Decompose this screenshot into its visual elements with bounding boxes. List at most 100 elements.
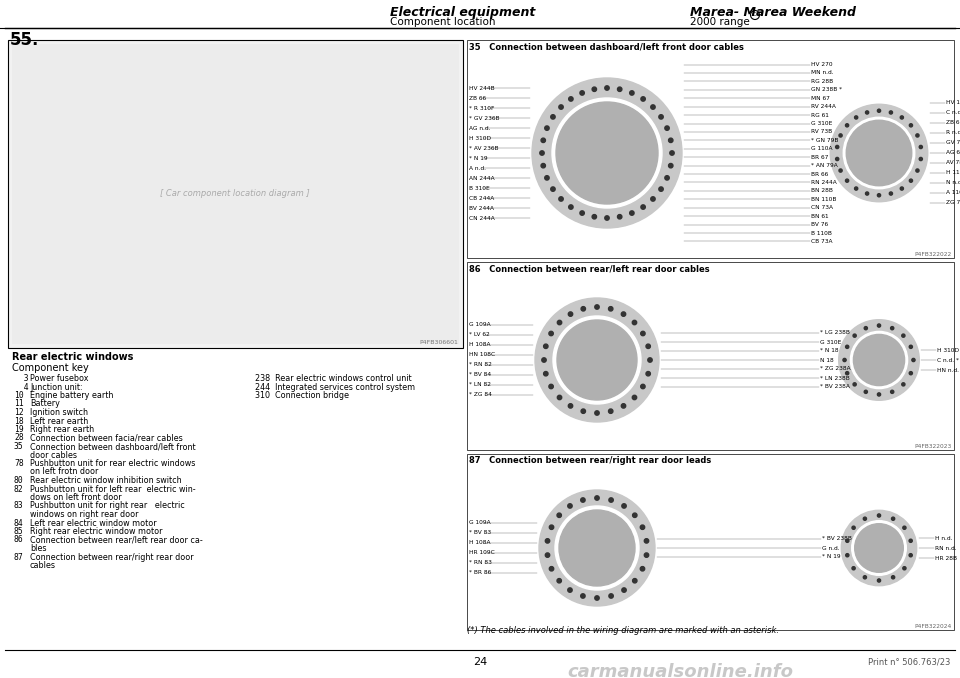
- Circle shape: [549, 384, 553, 388]
- Circle shape: [659, 187, 663, 191]
- Bar: [8, 40, 463, 348]
- Circle shape: [912, 359, 915, 361]
- Text: 18: 18: [14, 416, 24, 426]
- Text: 238  Rear electric windows control unit: 238 Rear electric windows control unit: [255, 374, 412, 383]
- Circle shape: [545, 553, 550, 557]
- Text: 3: 3: [14, 374, 29, 383]
- Text: Pushbutton unit for rear electric windows: Pushbutton unit for rear electric window…: [30, 459, 196, 468]
- Circle shape: [646, 372, 650, 376]
- Text: Junction unit:: Junction unit:: [30, 382, 83, 391]
- Circle shape: [568, 403, 573, 408]
- Text: CB 73A: CB 73A: [811, 239, 832, 244]
- Circle shape: [644, 553, 649, 557]
- Circle shape: [854, 116, 857, 119]
- Text: 78: 78: [14, 459, 24, 468]
- Circle shape: [892, 576, 895, 579]
- Text: * RN 82: * RN 82: [469, 363, 492, 367]
- Circle shape: [541, 358, 546, 362]
- Circle shape: [633, 513, 637, 517]
- Circle shape: [581, 498, 585, 502]
- Text: H n.d.: H n.d.: [935, 536, 952, 540]
- Circle shape: [851, 332, 907, 388]
- Circle shape: [532, 78, 682, 228]
- Circle shape: [540, 151, 544, 155]
- Text: B 310E: B 310E: [469, 186, 490, 191]
- Circle shape: [621, 403, 626, 408]
- Text: * ZG 238A: * ZG 238A: [820, 367, 851, 372]
- Circle shape: [920, 157, 923, 161]
- Text: 55.: 55.: [10, 31, 39, 49]
- Text: GN 238B *: GN 238B *: [811, 87, 842, 92]
- Text: RN n.d.: RN n.d.: [935, 546, 956, 551]
- Circle shape: [916, 134, 919, 137]
- Text: Component location: Component location: [390, 17, 495, 27]
- Text: CN 73A: CN 73A: [811, 205, 833, 210]
- Text: * GN 79B: * GN 79B: [811, 138, 839, 143]
- Text: Component key: Component key: [12, 363, 88, 373]
- Text: C: C: [754, 12, 756, 18]
- Text: 35: 35: [14, 442, 24, 451]
- Circle shape: [558, 320, 562, 325]
- Text: HV 244B: HV 244B: [469, 85, 494, 90]
- Text: * BV 238B: * BV 238B: [823, 536, 852, 542]
- Text: carmanualsonline.info: carmanualsonline.info: [567, 663, 793, 678]
- Text: Connection between facia/rear cables: Connection between facia/rear cables: [30, 433, 182, 443]
- Circle shape: [617, 214, 622, 219]
- Text: Rear electric windows: Rear electric windows: [12, 352, 133, 362]
- Circle shape: [846, 539, 849, 542]
- Text: 310  Connection bridge: 310 Connection bridge: [255, 391, 349, 400]
- Circle shape: [646, 344, 650, 348]
- Text: RV 244A: RV 244A: [811, 104, 836, 109]
- Circle shape: [877, 194, 880, 197]
- Circle shape: [543, 372, 548, 376]
- Text: (*) The cables involved in the wiring diagram are marked with an asterisk.: (*) The cables involved in the wiring di…: [467, 626, 779, 635]
- Circle shape: [551, 187, 555, 191]
- Text: P4FB322024: P4FB322024: [915, 624, 952, 629]
- Circle shape: [854, 187, 857, 190]
- Circle shape: [852, 526, 855, 530]
- Circle shape: [889, 192, 893, 195]
- Circle shape: [847, 120, 912, 186]
- Text: HV 270: HV 270: [811, 62, 833, 67]
- Circle shape: [852, 521, 906, 576]
- Text: Connection between rear/right rear door: Connection between rear/right rear door: [30, 553, 194, 561]
- Circle shape: [891, 391, 894, 393]
- Circle shape: [846, 554, 849, 557]
- Circle shape: [853, 334, 904, 386]
- Text: * AV 236B: * AV 236B: [469, 146, 498, 151]
- Circle shape: [830, 104, 927, 202]
- Text: * AN 79A: * AN 79A: [811, 163, 838, 168]
- Text: RN 244A: RN 244A: [811, 180, 837, 185]
- Text: Battery: Battery: [30, 399, 60, 409]
- Circle shape: [595, 496, 599, 500]
- Text: Print n° 506.763/23: Print n° 506.763/23: [868, 658, 950, 666]
- Text: HR 28B: HR 28B: [935, 555, 957, 561]
- Text: 4: 4: [14, 382, 29, 391]
- Circle shape: [621, 312, 626, 317]
- Text: * N 19: * N 19: [469, 155, 488, 161]
- Text: 11: 11: [14, 399, 24, 409]
- Text: Right rear electric window motor: Right rear electric window motor: [30, 527, 162, 536]
- Circle shape: [846, 372, 849, 375]
- Circle shape: [909, 345, 912, 348]
- Bar: [467, 40, 954, 258]
- Circle shape: [846, 123, 849, 127]
- Text: BV 76: BV 76: [811, 222, 828, 227]
- Text: CB 244A: CB 244A: [469, 195, 494, 201]
- Text: * BV 83: * BV 83: [469, 530, 492, 536]
- Circle shape: [633, 320, 636, 325]
- Circle shape: [916, 169, 919, 172]
- Circle shape: [549, 332, 553, 336]
- Text: AV 78A *: AV 78A *: [946, 161, 960, 165]
- Text: 80: 80: [14, 476, 24, 485]
- Circle shape: [605, 86, 610, 90]
- Circle shape: [839, 320, 920, 400]
- Circle shape: [901, 383, 905, 386]
- Text: [ Car component location diagram ]: [ Car component location diagram ]: [160, 189, 310, 199]
- Text: * BV 238A: * BV 238A: [820, 384, 850, 389]
- Circle shape: [555, 506, 639, 590]
- Text: Pushbutton unit for right rear   electric: Pushbutton unit for right rear electric: [30, 502, 184, 511]
- Circle shape: [541, 163, 545, 168]
- Circle shape: [641, 205, 645, 210]
- Text: RG 28B: RG 28B: [811, 79, 833, 84]
